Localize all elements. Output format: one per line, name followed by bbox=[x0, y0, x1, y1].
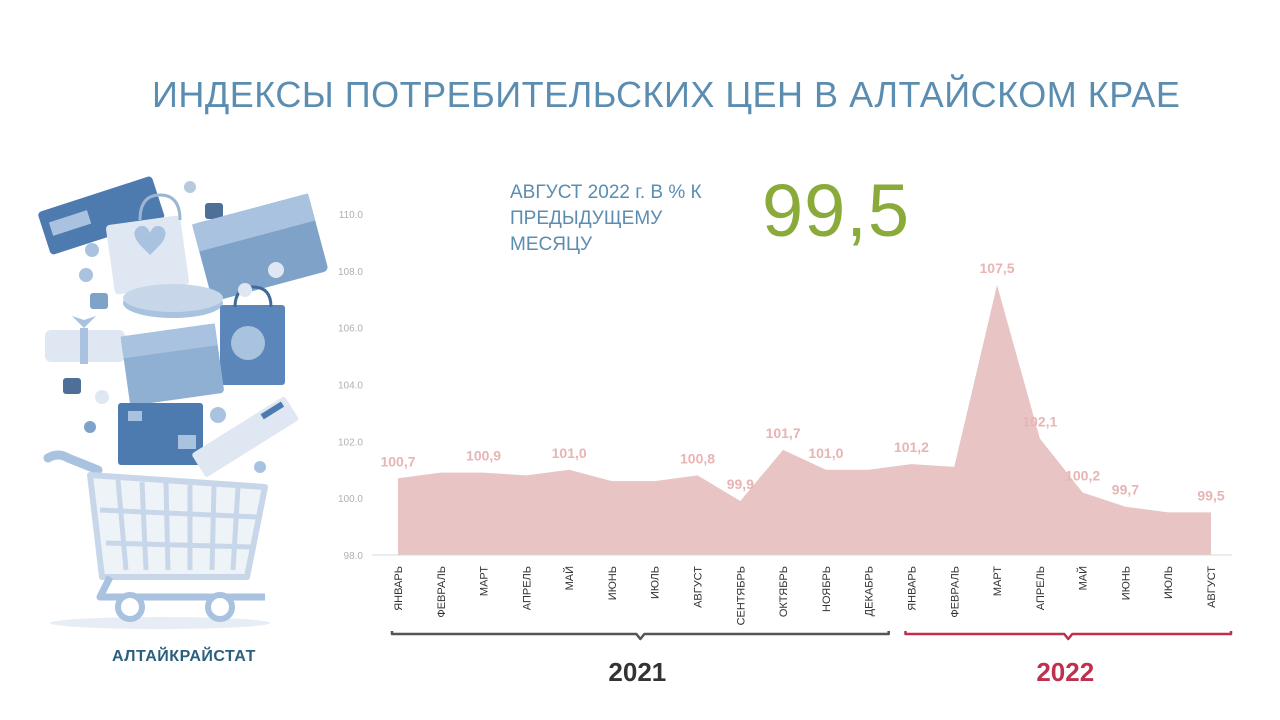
data-label: 107,5 bbox=[980, 260, 1015, 276]
subtitle: АВГУСТ 2022 г. В % К ПРЕДЫДУЩЕМУ МЕСЯЦУ bbox=[510, 182, 702, 255]
year-bracket bbox=[904, 631, 1233, 641]
shopping-cart-icon bbox=[38, 176, 328, 629]
y-tick-label: 106.0 bbox=[338, 324, 363, 335]
page-title: ИНДЕКСЫ ПОТРЕБИТЕЛЬСКИХ ЦЕН В АЛТАЙСКОМ … bbox=[152, 74, 1181, 115]
data-label: 99,7 bbox=[1112, 482, 1139, 498]
data-label: 101,0 bbox=[552, 445, 587, 461]
x-tick-label: МАРТ bbox=[992, 566, 1004, 596]
x-tick-label: АВГУСТ bbox=[693, 566, 705, 608]
x-tick-label: МАРТ bbox=[479, 566, 491, 596]
area-series bbox=[398, 285, 1211, 555]
x-tick-label: СЕНТЯБРЬ bbox=[735, 566, 747, 625]
x-tick-label: ДЕКАБРЬ bbox=[864, 566, 876, 616]
data-label: 101,0 bbox=[808, 445, 843, 461]
x-tick-label: ИЮЛЬ bbox=[1163, 566, 1175, 599]
agency-name: АЛТАЙКРАЙСТАТ bbox=[112, 648, 256, 665]
data-label: 100,8 bbox=[680, 450, 715, 466]
data-label: 100,2 bbox=[1065, 467, 1100, 483]
x-tick-label: МАЙ bbox=[1077, 566, 1090, 590]
x-tick-label: ИЮНЬ bbox=[1120, 566, 1132, 600]
data-label: 102,1 bbox=[1022, 413, 1057, 429]
x-tick-label: ФЕВРАЛЬ bbox=[436, 566, 448, 618]
data-label: 101,2 bbox=[894, 439, 929, 455]
data-label: 101,7 bbox=[766, 425, 801, 441]
y-tick-label: 100.0 bbox=[338, 494, 363, 505]
y-tick-label: 98.0 bbox=[344, 551, 364, 562]
highlight-value: 99,5 bbox=[762, 169, 911, 252]
y-tick-label: 108.0 bbox=[338, 267, 363, 278]
x-tick-label: ОКТЯБРЬ bbox=[778, 566, 790, 617]
y-tick-label: 102.0 bbox=[338, 437, 363, 448]
year-bracket bbox=[390, 631, 890, 641]
year-label: 2021 bbox=[608, 657, 666, 687]
data-label: 99,5 bbox=[1197, 487, 1224, 503]
x-tick-label: ИЮЛЬ bbox=[650, 566, 662, 599]
x-tick-label: АВГУСТ bbox=[1206, 566, 1218, 608]
x-tick-label: ЯНВАРЬ bbox=[906, 566, 918, 611]
x-tick-label: ЯНВАРЬ bbox=[393, 566, 405, 611]
x-tick-label: ФЕВРАЛЬ bbox=[949, 566, 961, 618]
data-label: 100,7 bbox=[380, 453, 415, 469]
x-tick-label: МАЙ bbox=[563, 566, 576, 590]
data-label: 99,9 bbox=[727, 476, 754, 492]
x-tick-label: АПРЕЛЬ bbox=[1035, 566, 1047, 610]
year-label: 2022 bbox=[1036, 657, 1094, 687]
y-tick-label: 104.0 bbox=[338, 381, 363, 392]
y-tick-label: 110.0 bbox=[339, 210, 364, 221]
data-label: 100,9 bbox=[466, 448, 501, 464]
x-tick-label: ИЮНЬ bbox=[607, 566, 619, 600]
x-tick-label: НОЯБРЬ bbox=[821, 566, 833, 612]
x-tick-label: АПРЕЛЬ bbox=[521, 566, 533, 610]
